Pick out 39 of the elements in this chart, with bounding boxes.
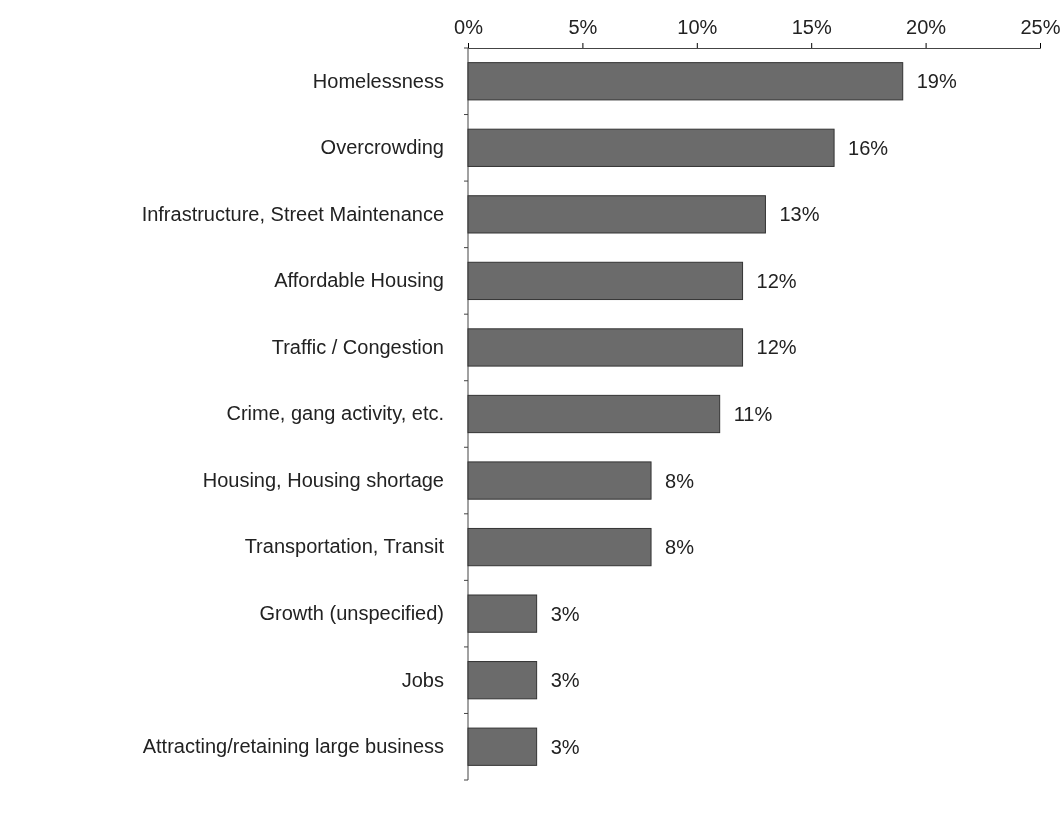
bar (467, 461, 652, 500)
data-label: 16% (848, 136, 889, 159)
data-label: 12% (756, 269, 797, 292)
y-tick-label: Transportation, Transit (244, 535, 445, 558)
x-tick-label: 15% (791, 16, 832, 38)
bar (467, 195, 766, 234)
data-label: 3% (550, 602, 580, 625)
bar (467, 394, 721, 434)
y-tick-label: Infrastructure, Street Maintenance (141, 202, 444, 225)
bar (467, 128, 835, 167)
bar (467, 594, 538, 633)
x-tick-label: 20% (906, 16, 947, 38)
y-tick-label: Growth (unspecified) (259, 602, 444, 625)
bar (467, 661, 538, 700)
y-tick-label: Homelessness (312, 69, 444, 92)
data-label: 8% (665, 536, 695, 559)
bar (467, 527, 652, 567)
x-tick-label: 0% (454, 16, 484, 38)
data-label: 8% (665, 469, 695, 492)
x-tick-label: 25% (1020, 16, 1061, 38)
bar (467, 328, 744, 367)
x-tick-label: 5% (568, 16, 598, 38)
data-label: 13% (779, 203, 820, 226)
bar (467, 62, 904, 101)
y-tick-label: Affordable Housing (274, 269, 444, 292)
x-tick-label: 10% (677, 16, 718, 38)
y-tick-label: Attracting/retaining large business (142, 735, 444, 758)
data-label: 3% (550, 735, 580, 758)
bar (467, 727, 538, 766)
data-label: 19% (916, 70, 957, 93)
y-tick-label: Crime, gang activity, etc. (226, 402, 444, 425)
data-label: 3% (550, 669, 580, 692)
bar (467, 261, 744, 301)
y-tick-label: Overcrowding (320, 136, 444, 159)
y-tick-label: Jobs (401, 668, 444, 691)
data-label: 12% (756, 336, 797, 359)
y-tick-label: Traffic / Congestion (271, 335, 444, 358)
data-label: 11% (733, 403, 773, 425)
y-tick-label: Housing, Housing shortage (202, 468, 444, 491)
